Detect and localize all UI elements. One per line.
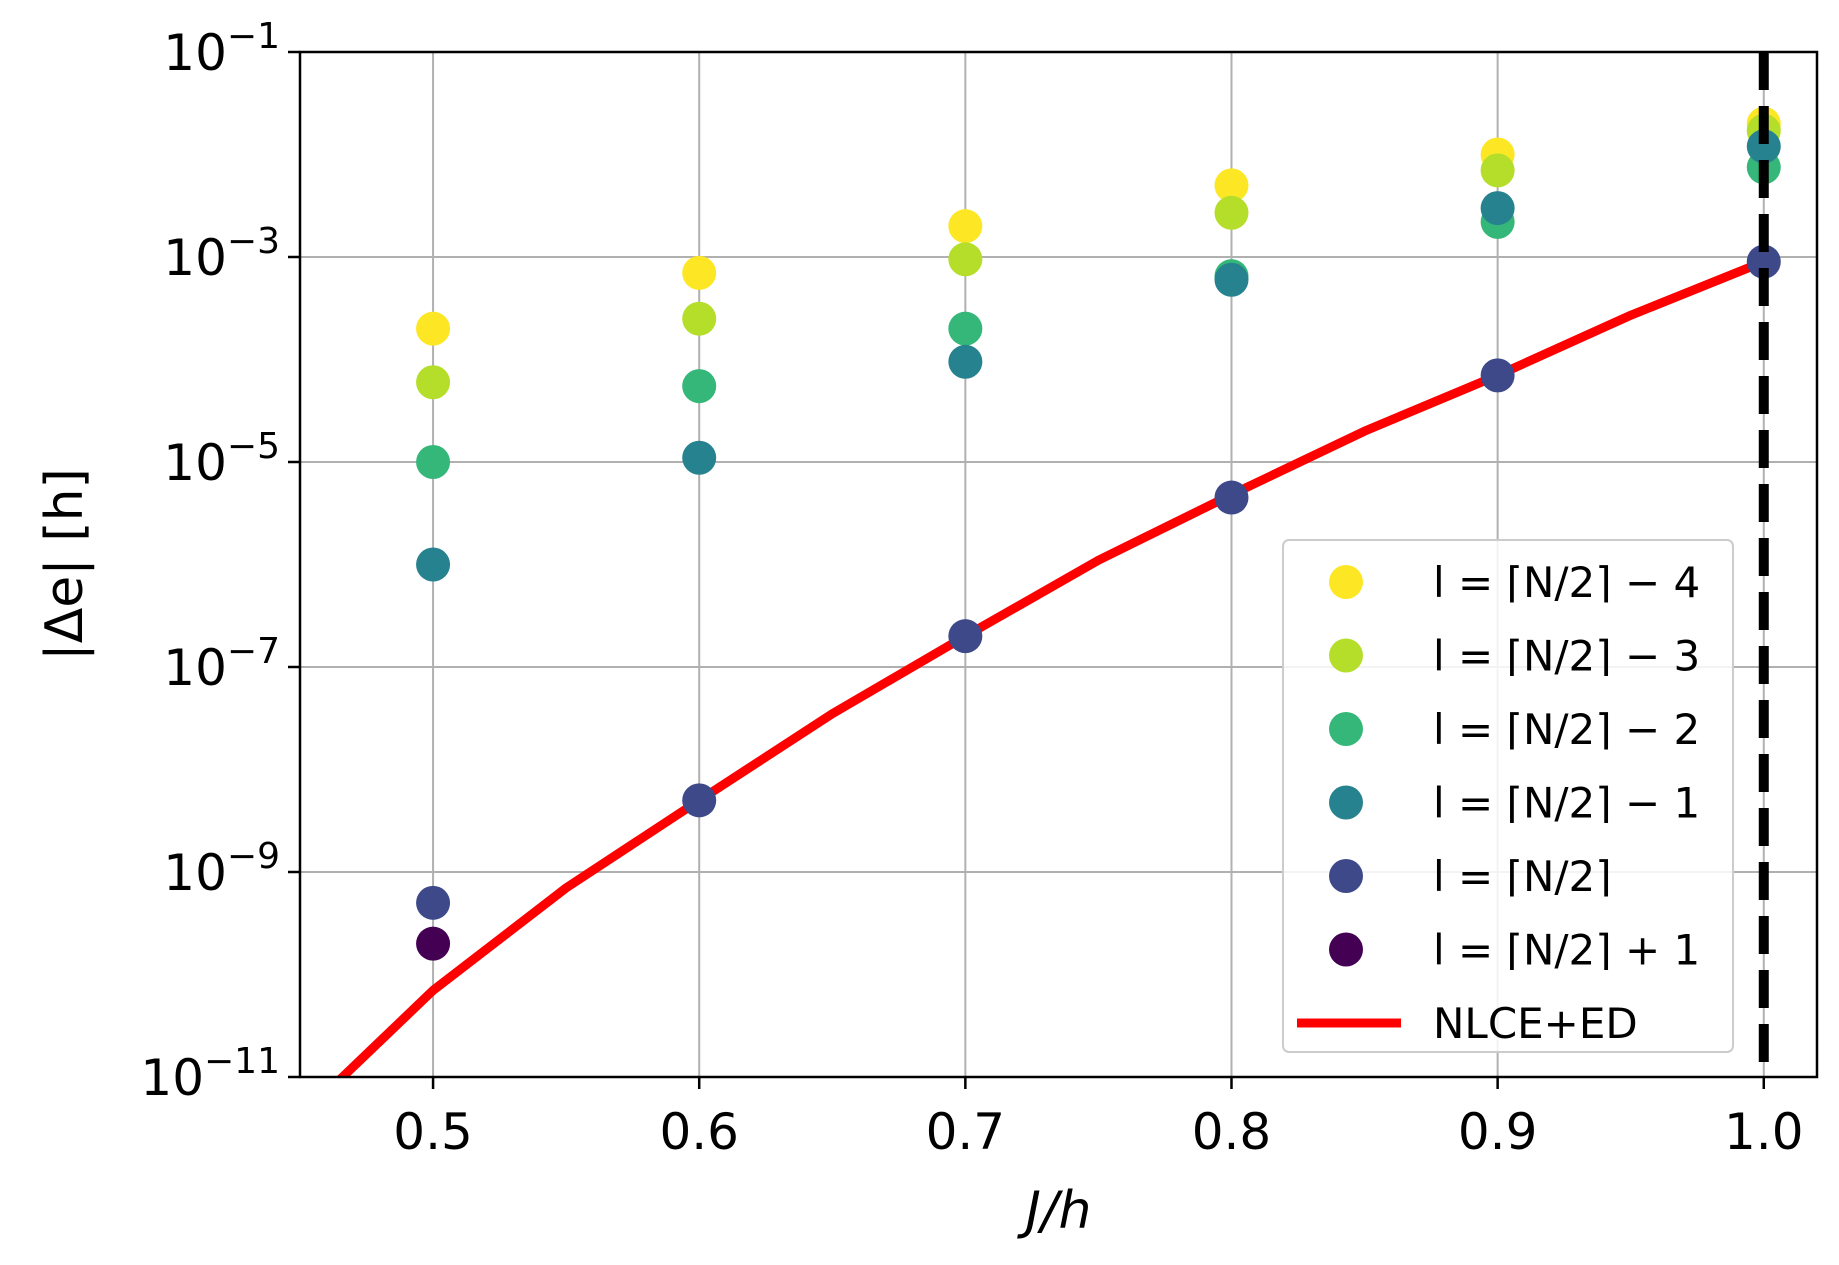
legend-marker	[1329, 638, 1363, 673]
scatter-point	[682, 301, 717, 336]
x-tick-label: 0.9	[1458, 1103, 1538, 1161]
legend-label: NLCE+ED	[1433, 999, 1638, 1048]
scatter-point	[416, 365, 451, 400]
scatter-point	[1214, 480, 1249, 515]
scatter-points-layer	[416, 106, 1781, 961]
legend-label: l = ⌈N/2⌉ − 2	[1433, 705, 1700, 754]
scatter-point	[682, 369, 717, 404]
scatter-point	[948, 619, 983, 654]
legend-label: l = ⌈N/2⌉ + 1	[1433, 926, 1700, 975]
scatter-point	[1480, 358, 1515, 393]
nlce-ed-line	[336, 257, 1766, 1077]
x-axis-label: J/h	[1017, 1181, 1092, 1241]
scatter-point	[948, 311, 983, 346]
legend-box	[1282, 539, 1734, 1053]
legend-label: l = ⌈N/2⌉ − 3	[1433, 632, 1700, 681]
legend-marker	[1329, 712, 1363, 746]
scatter-point	[1480, 153, 1515, 188]
scatter-point	[948, 209, 983, 244]
series-26828e	[416, 129, 1781, 582]
legend-label: l = ⌈N/2⌉ − 4	[1433, 558, 1700, 607]
legend: l = ⌈N/2⌉ − 4 l = ⌈N/2⌉ − 3 l = ⌈N/2⌉ − 2 l…	[1282, 539, 1734, 1053]
scatter-point	[1746, 129, 1781, 164]
scatter-point	[682, 440, 717, 475]
y-tick-label: 10−1	[163, 16, 280, 82]
scatter-point	[1214, 168, 1249, 203]
scatter-point	[416, 885, 451, 920]
scatter-point	[948, 344, 983, 379]
legend-label: l = ⌈N/2⌉	[1433, 852, 1612, 901]
y-tick-label: 10−9	[163, 836, 280, 902]
legend-marker	[1329, 932, 1363, 967]
x-tick-label: 0.6	[659, 1103, 739, 1161]
x-tick-label: 0.7	[926, 1103, 1006, 1161]
y-axis-ticks: 10−11 10−9 10−7 10−5 10−3 10−1	[140, 16, 300, 1107]
legend-marker	[1329, 785, 1363, 820]
y-tick-label: 10−5	[163, 426, 280, 492]
y-tick-label: 10−11	[140, 1041, 280, 1107]
plot-frame	[298, 50, 1819, 1079]
series-fde725	[416, 106, 1781, 346]
scatter-point	[416, 445, 451, 479]
x-tick-label: 1.0	[1724, 1103, 1804, 1161]
series-440154	[416, 926, 451, 961]
x-tick-label: 0.5	[393, 1103, 473, 1161]
x-tick-label: 0.8	[1192, 1103, 1272, 1161]
legend-marker	[1329, 565, 1363, 599]
series-3e4989	[416, 244, 1781, 920]
legend-label: l = ⌈N/2⌉ − 1	[1433, 779, 1700, 828]
legend-marker	[1329, 859, 1363, 893]
scatter-point	[948, 242, 983, 277]
scatter-point	[682, 783, 717, 818]
scatter-point	[416, 547, 451, 582]
x-axis-ticks: 0.5 0.6 0.7 0.8 0.9 1.0	[393, 1077, 1804, 1161]
scatter-point	[1214, 262, 1249, 297]
series-35b779	[416, 150, 1781, 479]
scatter-point	[1480, 191, 1515, 226]
scatter-point	[416, 926, 451, 961]
scatter-point	[1746, 244, 1781, 279]
y-tick-label: 10−7	[163, 631, 280, 697]
scatter-point	[1214, 195, 1249, 230]
y-tick-label: 10−3	[163, 221, 280, 287]
y-axis-label: |Δe| [h]	[35, 468, 95, 661]
scatter-point	[682, 255, 717, 290]
line-series-layer	[336, 257, 1766, 1077]
scatter-point	[416, 311, 451, 346]
